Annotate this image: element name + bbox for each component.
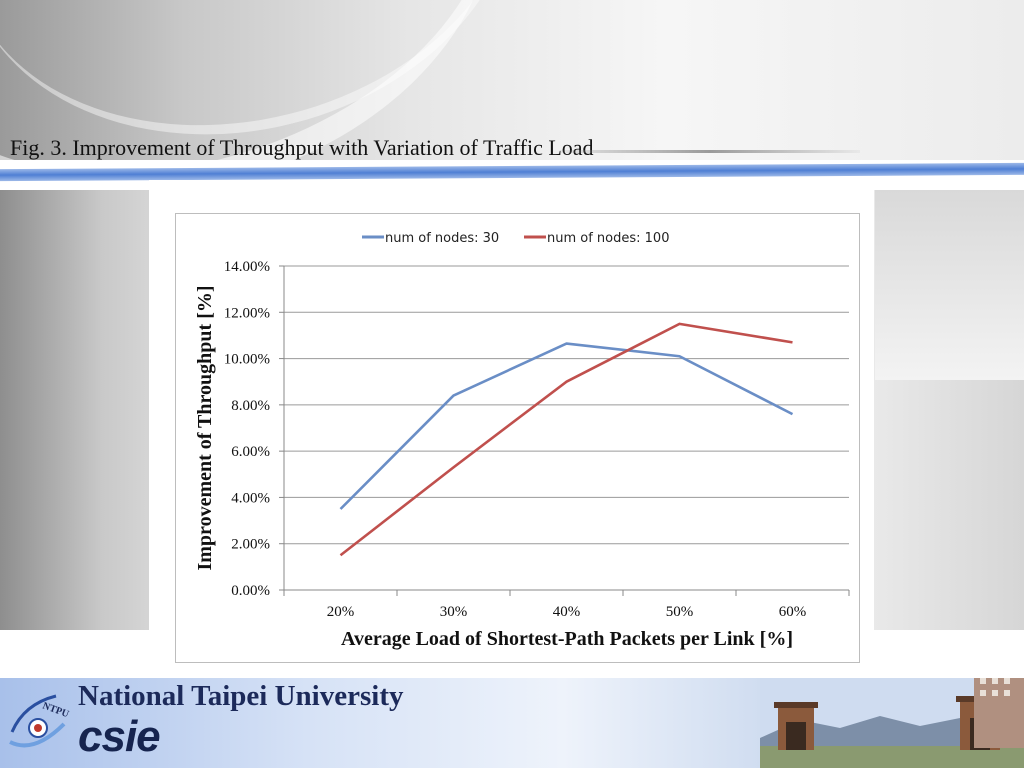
- y-tick-label: 6.00%: [231, 444, 270, 460]
- series-line: [339, 322, 793, 557]
- x-axis-label: Average Load of Shortest-Path Packets pe…: [341, 628, 793, 650]
- x-tick-label: 30%: [440, 604, 468, 620]
- y-tick-label: 0.00%: [231, 583, 270, 599]
- x-tick-label: 50%: [666, 604, 694, 620]
- legend: num of nodes: 30 num of nodes: 100: [362, 231, 669, 246]
- y-tick-label: 4.00%: [231, 490, 270, 506]
- university-name: National Taipei University: [78, 680, 404, 712]
- x-tick-label: 60%: [779, 604, 807, 620]
- axes: 0.00% 2.00% 4.00% 6.00% 8.00% 10.00% 12.00% 14.…: [224, 259, 850, 620]
- footer-banner: NTPU National Taipei University csie: [0, 678, 1024, 768]
- y-tick-label: 12.00%: [224, 305, 270, 321]
- y-tick-label: 2.00%: [231, 537, 270, 553]
- y-axis-label: Improvement of Throughput [%]: [194, 285, 216, 570]
- chart-area-border: [175, 213, 860, 663]
- department-name: csie: [78, 712, 161, 761]
- slide-title: Fig. 3. Improvement of Throughput with V…: [10, 135, 594, 160]
- gridlines: [284, 265, 849, 545]
- ntpu-logo: NTPU: [9, 694, 70, 748]
- header-background: [0, 0, 1024, 160]
- x-tick-label: 20%: [327, 604, 355, 620]
- y-tick-label: 14.00%: [224, 259, 270, 275]
- x-tick-label: 40%: [553, 604, 581, 620]
- y-tick-label: 8.00%: [231, 398, 270, 414]
- series-line: [339, 342, 794, 510]
- series-lines: [339, 322, 794, 557]
- content-background-right: [875, 190, 1024, 380]
- title-underline: [560, 150, 860, 153]
- campus-photo: [760, 678, 1024, 768]
- ntpu-logo-text: NTPU: [41, 700, 70, 720]
- legend-label: num of nodes: 100: [547, 231, 669, 246]
- y-tick-label: 10.00%: [224, 352, 270, 368]
- legend-label: num of nodes: 30: [385, 231, 499, 246]
